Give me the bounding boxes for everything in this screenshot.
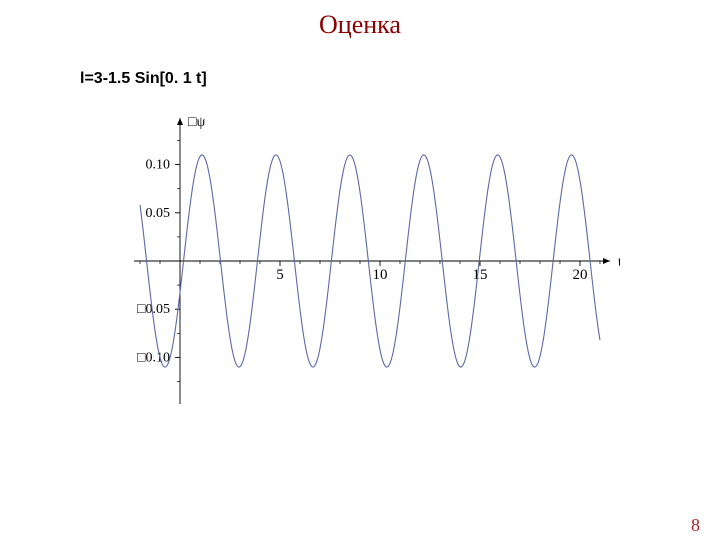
svg-text:0.10: 0.10 [146, 158, 171, 173]
svg-text:15: 15 [473, 267, 488, 283]
svg-text:t: t [618, 255, 620, 270]
page-title: Оценка [0, 10, 720, 40]
svg-text:□ψ: □ψ [188, 115, 205, 130]
formula-text: l=3-1.5 Sin[0. 1 t] [80, 70, 207, 88]
svg-text:5: 5 [276, 267, 284, 283]
oscillation-chart: 5 10 15 20 0.05 0.10 □0.05 □0.10 t □ψ [60, 106, 620, 416]
svg-text:20: 20 [573, 267, 588, 283]
page-number: 8 [691, 515, 700, 536]
svg-text:0.05: 0.05 [146, 206, 171, 221]
svg-text:□0.05: □0.05 [137, 302, 170, 317]
svg-text:□0.10: □0.10 [137, 350, 170, 365]
svg-text:10: 10 [373, 267, 388, 283]
